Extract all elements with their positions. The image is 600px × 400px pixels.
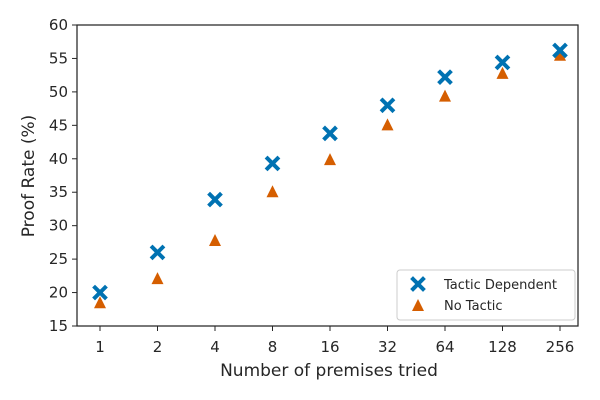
data-point-tactic-dependent-64 [437,69,453,86]
y-tick-label: 60 [49,16,68,34]
x-tick-label: 8 [268,338,278,356]
legend-label-tactic-dependent: Tactic Dependent [443,278,557,293]
legend-marker-tactic-dependent [410,276,426,292]
data-point-no-tactic-32 [381,118,394,131]
y-tick-label: 15 [49,317,68,335]
data-point-tactic-dependent-2 [149,244,166,261]
data-point-tactic-dependent-16 [322,125,338,142]
y-axis-title: Proof Rate (%) [19,115,39,238]
y-axis-ticks: 15 20 25 30 35 40 45 50 55 60 [49,16,77,335]
plot-layer [92,42,568,309]
legend-marker-no-tactic [412,299,424,311]
data-point-tactic-dependent-4 [207,191,223,208]
data-point-tactic-dependent-128 [494,54,511,71]
data-point-tactic-dependent-32 [379,97,396,114]
data-point-no-tactic-4 [209,234,221,247]
x-tick-label: 4 [210,338,220,356]
x-tick-label: 256 [546,338,575,356]
y-tick-label: 45 [49,116,68,134]
data-point-tactic-dependent-8 [264,155,281,172]
data-point-no-tactic-64 [439,89,451,102]
x-tick-label: 128 [488,338,517,356]
y-tick-label: 30 [49,217,68,235]
y-tick-label: 25 [49,250,68,268]
data-point-no-tactic-2 [151,272,164,285]
x-tick-label: 2 [153,338,163,356]
data-point-no-tactic-256 [554,48,566,61]
data-point-no-tactic-1 [94,296,106,309]
plot-area-frame [76,24,579,327]
y-tick-label: 50 [49,83,68,101]
x-tick-label: 64 [435,338,454,356]
data-point-no-tactic-128 [496,66,509,79]
data-point-no-tactic-16 [324,153,336,166]
legend: Tactic Dependent No Tactic [396,269,576,321]
y-tick-label: 40 [49,150,68,168]
legend-box [396,269,576,321]
y-tick-label: 55 [49,49,68,67]
x-tick-label: 32 [378,338,397,356]
data-point-no-tactic-8 [266,185,279,198]
x-axis-ticks: 1 2 4 8 16 32 64 128 256 [95,326,574,356]
x-tick-label: 16 [320,338,339,356]
data-point-tactic-dependent-1 [92,284,108,301]
legend-cross-icon [410,276,426,292]
legend-label-no-tactic: No Tactic [444,299,503,314]
y-tick-label: 35 [49,183,68,201]
y-tick-label: 20 [49,284,68,302]
x-axis-title: Number of premises tried [220,361,438,381]
legend-triangle-icon [412,299,424,311]
data-point-tactic-dependent-256 [552,42,568,59]
x-tick-label: 1 [95,338,105,356]
